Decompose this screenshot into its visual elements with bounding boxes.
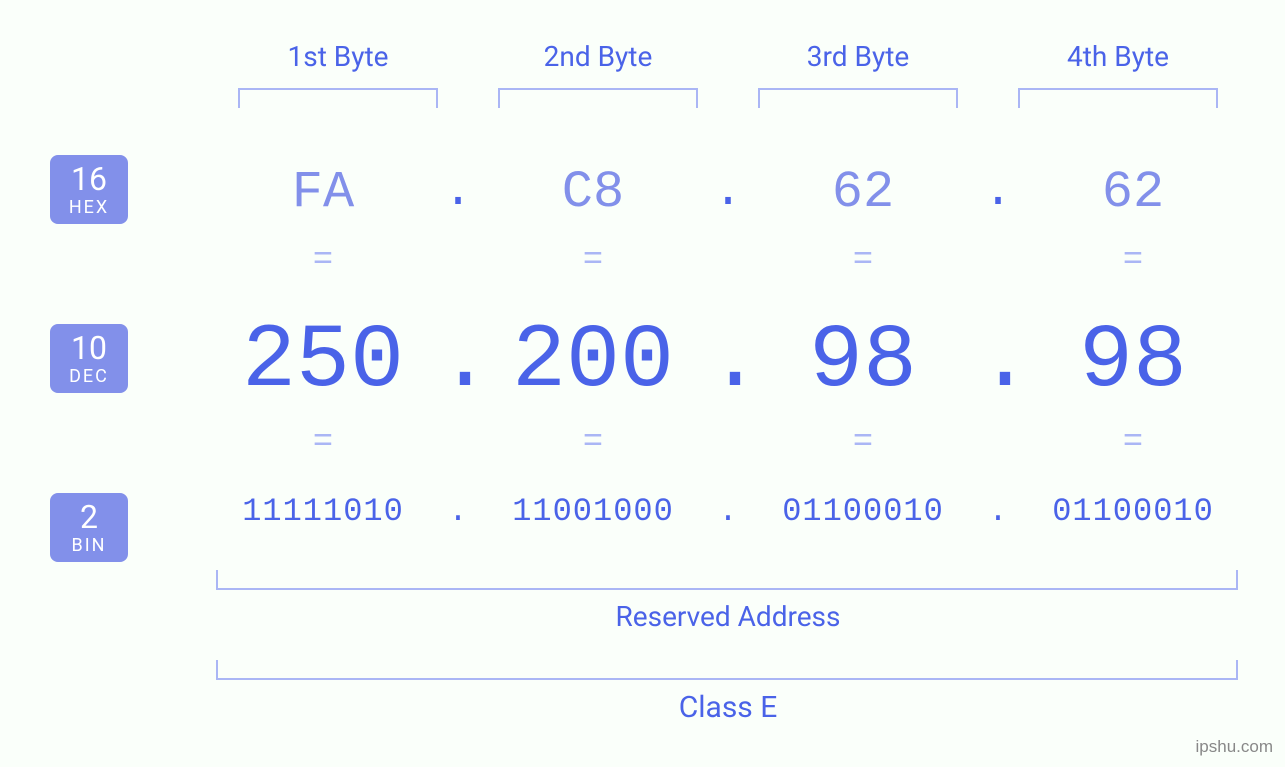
- spacer: .: [978, 252, 1018, 270]
- badge-dec-num: 10: [50, 332, 128, 364]
- bracket-icon: [238, 88, 438, 108]
- dec-byte-3: 98: [748, 307, 978, 417]
- row-eq-2: = . = . = . =: [208, 417, 1248, 469]
- hex-byte-3: 62: [748, 150, 978, 235]
- spacer: .: [708, 434, 748, 452]
- badge-dec-label: DEC: [50, 366, 128, 387]
- reserved-address-label: Reserved Address: [208, 600, 1248, 633]
- dot-separator: .: [438, 307, 478, 417]
- badge-hex-label: HEX: [50, 197, 128, 218]
- dec-byte-4: 98: [1018, 307, 1248, 417]
- equals-icon: =: [208, 235, 438, 287]
- equals-icon: =: [1018, 417, 1248, 469]
- equals-icon: =: [748, 417, 978, 469]
- bracket-icon: [758, 88, 958, 108]
- dot-separator: .: [438, 487, 478, 537]
- bin-byte-4: 01100010: [1018, 487, 1248, 537]
- row-bin: 11111010 . 11001000 . 01100010 . 0110001…: [208, 487, 1248, 537]
- spacer: .: [438, 434, 478, 452]
- byte-header-3: 3rd Byte: [728, 40, 988, 73]
- row-hex: FA . C8 . 62 . 62: [208, 150, 1248, 235]
- dot-separator: .: [708, 487, 748, 537]
- badge-bin-label: BIN: [50, 535, 128, 556]
- dot-separator: .: [708, 150, 748, 235]
- dot-separator: .: [978, 150, 1018, 235]
- byte-header-4: 4th Byte: [988, 40, 1248, 73]
- byte-headers-row: 1st Byte 2nd Byte 3rd Byte 4th Byte: [208, 40, 1248, 73]
- equals-icon: =: [208, 417, 438, 469]
- badge-dec: 10 DEC: [50, 324, 128, 393]
- bracket-icon: [498, 88, 698, 108]
- bin-byte-1: 11111010: [208, 487, 438, 537]
- top-brackets: [208, 88, 1248, 108]
- row-eq-1: = . = . = . =: [208, 235, 1248, 287]
- badge-bin-num: 2: [50, 501, 128, 533]
- badge-bin: 2 BIN: [50, 493, 128, 562]
- bracket-icon: [1018, 88, 1218, 108]
- bracket-reserved-icon: [216, 570, 1238, 590]
- dot-separator: .: [978, 307, 1018, 417]
- spacer: .: [708, 252, 748, 270]
- byte-header-1: 1st Byte: [208, 40, 468, 73]
- equals-icon: =: [748, 235, 978, 287]
- dot-separator: .: [708, 307, 748, 417]
- bin-byte-3: 01100010: [748, 487, 978, 537]
- equals-icon: =: [478, 235, 708, 287]
- base-badges: 16 HEX 10 DEC 2 BIN: [50, 155, 128, 662]
- spacer: .: [978, 434, 1018, 452]
- dec-byte-2: 200: [478, 307, 708, 417]
- equals-icon: =: [1018, 235, 1248, 287]
- equals-icon: =: [478, 417, 708, 469]
- byte-header-2: 2nd Byte: [468, 40, 728, 73]
- hex-byte-2: C8: [478, 150, 708, 235]
- hex-byte-1: FA: [208, 150, 438, 235]
- dot-separator: .: [978, 487, 1018, 537]
- bracket-class-icon: [216, 660, 1238, 680]
- badge-hex: 16 HEX: [50, 155, 128, 224]
- dot-separator: .: [438, 150, 478, 235]
- row-dec: 250 . 200 . 98 . 98: [208, 307, 1248, 417]
- spacer: .: [438, 252, 478, 270]
- dec-byte-1: 250: [208, 307, 438, 417]
- data-grid: FA . C8 . 62 . 62 = . = . = . = 250 . 20…: [208, 150, 1248, 537]
- badge-hex-num: 16: [50, 163, 128, 195]
- hex-byte-4: 62: [1018, 150, 1248, 235]
- class-label: Class E: [208, 690, 1248, 725]
- bin-byte-2: 11001000: [478, 487, 708, 537]
- watermark: ipshu.com: [1196, 737, 1273, 757]
